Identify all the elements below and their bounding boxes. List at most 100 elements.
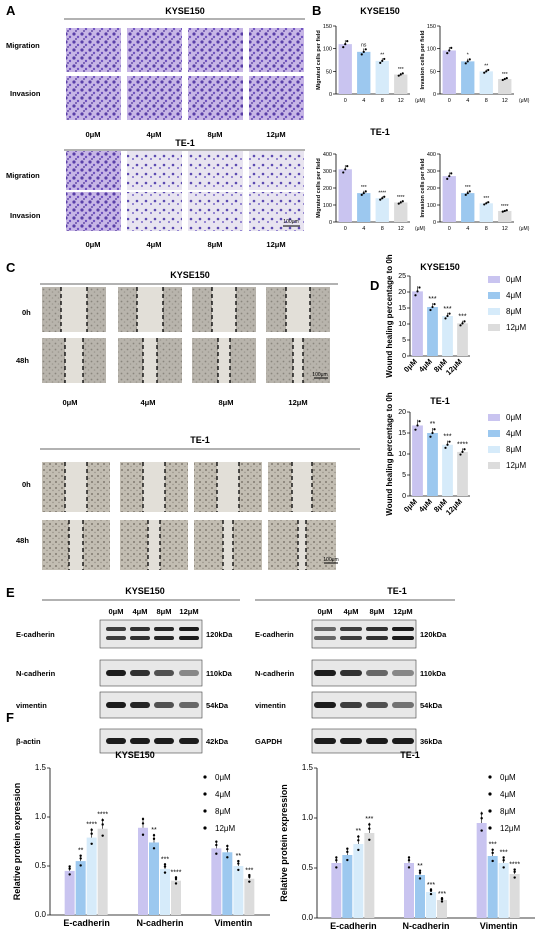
y-tick-label: 15 bbox=[398, 430, 406, 437]
bar bbox=[487, 856, 498, 918]
panel-a-row-migration-1: Migration bbox=[6, 41, 40, 50]
wb-band bbox=[340, 702, 362, 708]
panel-a-col-1-1: 4μM bbox=[146, 130, 161, 139]
data-point bbox=[68, 873, 71, 876]
data-point bbox=[501, 78, 504, 82]
data-point bbox=[174, 877, 178, 881]
wb-band bbox=[130, 636, 150, 640]
bar bbox=[244, 878, 255, 915]
data-point bbox=[141, 833, 145, 836]
y-tick-label: 0 bbox=[402, 493, 406, 500]
panel-a-col-2-2: 8μM bbox=[207, 240, 222, 249]
bar bbox=[427, 433, 438, 496]
data-point bbox=[344, 168, 347, 171]
wb-kda-left: 120kDa bbox=[206, 630, 233, 639]
micrograph-image bbox=[249, 151, 304, 190]
micrograph-image bbox=[188, 76, 243, 120]
y-tick-label: 100 bbox=[323, 47, 332, 53]
bar bbox=[86, 837, 97, 915]
y-tick-label: 400 bbox=[427, 152, 436, 158]
bar bbox=[404, 863, 414, 918]
panel-e-western: KYSE150 TE-1 0μM 0μM 4μM 4μM 8μM 8μM 12μM 12μM E… bbox=[16, 586, 455, 754]
data-point bbox=[90, 842, 93, 845]
data-point bbox=[215, 852, 218, 855]
data-point bbox=[461, 450, 464, 453]
bar bbox=[375, 60, 389, 94]
significance-label: * bbox=[467, 53, 469, 59]
y-tick-label: 1.5 bbox=[302, 763, 314, 772]
y-tick-label: 5 bbox=[402, 337, 406, 344]
significance-label: **** bbox=[86, 821, 97, 828]
data-point bbox=[407, 859, 411, 862]
data-point bbox=[342, 171, 345, 174]
wb-band bbox=[392, 627, 414, 631]
data-point bbox=[491, 859, 494, 863]
data-point bbox=[513, 868, 516, 871]
wb-band bbox=[366, 627, 388, 631]
significance-label: **** bbox=[457, 441, 468, 448]
data-point bbox=[446, 51, 449, 55]
data-point bbox=[152, 837, 156, 841]
bar bbox=[426, 892, 436, 918]
panel-a-col-3-2: 12μM bbox=[266, 240, 285, 249]
bar bbox=[479, 71, 493, 94]
significance-label: *** bbox=[428, 296, 436, 303]
wound-gap bbox=[143, 462, 165, 512]
data-point bbox=[433, 428, 436, 431]
data-point bbox=[483, 71, 486, 74]
data-point bbox=[468, 190, 471, 193]
significance-label: *** bbox=[483, 196, 489, 202]
wb-protein-label-right: N-cadherin bbox=[255, 669, 295, 678]
data-point bbox=[79, 864, 82, 867]
micrograph-image bbox=[188, 151, 243, 190]
significance-label: ** bbox=[417, 863, 423, 870]
data-point bbox=[485, 202, 488, 205]
data-point bbox=[429, 435, 432, 438]
data-point bbox=[513, 876, 516, 879]
panel-e-title-kyse150: KYSE150 bbox=[125, 586, 165, 596]
chart-title: KYSE150 bbox=[115, 750, 155, 760]
x-category-label: E-cadherin bbox=[63, 918, 110, 928]
bar bbox=[357, 193, 371, 222]
data-point bbox=[368, 827, 371, 830]
wb-band bbox=[340, 738, 362, 744]
data-point bbox=[379, 198, 382, 201]
y-tick-label: 1.0 bbox=[302, 813, 314, 822]
x-category-label: 0 bbox=[344, 98, 347, 104]
chart-title: TE-1 bbox=[400, 750, 420, 760]
legend-label: 12μM bbox=[500, 824, 521, 833]
bar bbox=[415, 875, 425, 918]
data-point bbox=[346, 165, 349, 168]
significance-label: ** bbox=[78, 848, 84, 855]
data-point bbox=[505, 77, 508, 80]
data-point bbox=[407, 856, 411, 859]
micrograph-image bbox=[249, 192, 304, 231]
data-point bbox=[381, 59, 384, 63]
wb-lane-label-left: 12μM bbox=[179, 607, 198, 616]
bar bbox=[442, 176, 456, 222]
wb-kda-right: 54kDa bbox=[420, 701, 443, 710]
y-tick-label: 0 bbox=[402, 353, 406, 360]
y-tick-label: 1.0 bbox=[35, 812, 47, 821]
data-point bbox=[487, 201, 490, 204]
data-point bbox=[344, 43, 347, 46]
data-point bbox=[346, 858, 349, 862]
data-point bbox=[433, 303, 436, 306]
data-point bbox=[503, 77, 506, 81]
x-category-label: E-cadherin bbox=[330, 921, 377, 931]
data-point bbox=[163, 865, 167, 868]
data-point bbox=[399, 73, 402, 76]
data-point bbox=[335, 856, 338, 859]
data-point bbox=[503, 209, 506, 213]
x-category-label: 4 bbox=[466, 226, 469, 232]
bar bbox=[412, 425, 423, 496]
panel-label-b: B bbox=[312, 3, 321, 18]
panel-c-title-kyse150: KYSE150 bbox=[170, 270, 210, 280]
legend-label: 4μM bbox=[215, 790, 231, 799]
y-axis-label: Relative protein expression bbox=[279, 784, 289, 902]
legend-label: 8μM bbox=[215, 807, 231, 816]
wb-band bbox=[154, 627, 174, 631]
panel-e-blots: 0μM 0μM 4μM 4μM 8μM 8μM 12μM 12μM E-cadherin E-ca… bbox=[16, 607, 447, 754]
data-point bbox=[383, 57, 386, 61]
